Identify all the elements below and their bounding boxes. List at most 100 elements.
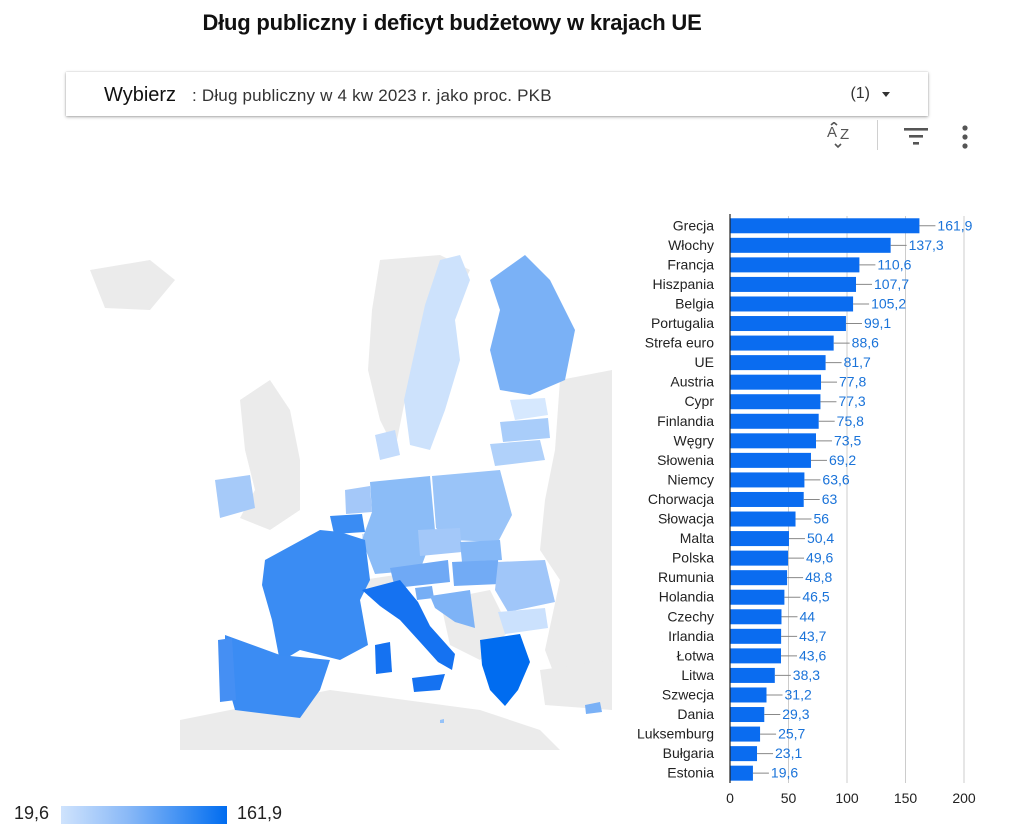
metric-selector[interactable]: Wybierz : Dług publiczny w 4 kw 2023 r. … <box>66 72 928 116</box>
data-label: 137,3 <box>909 237 944 253</box>
legend-min: 19,6 <box>14 803 50 823</box>
map-region-croatia <box>430 590 475 628</box>
x-tick-label: 0 <box>726 790 734 806</box>
category-label: Francja <box>667 256 714 272</box>
bar <box>730 511 796 527</box>
data-label: 46,5 <box>802 589 829 605</box>
bar <box>730 491 804 507</box>
map-region-denmark <box>375 430 400 460</box>
data-label: 107,7 <box>874 276 909 292</box>
bar <box>730 707 765 723</box>
bar <box>730 550 789 566</box>
bar <box>730 276 857 292</box>
sort-az-icon[interactable]: A Z <box>826 122 856 152</box>
bar <box>730 452 811 468</box>
map-region-portugal <box>218 638 236 702</box>
data-label: 77,8 <box>839 374 866 390</box>
map-region-finland <box>490 255 575 395</box>
bar <box>730 648 782 664</box>
category-label: Belgia <box>675 295 714 311</box>
category-label: Malta <box>680 530 714 546</box>
selector-label: Wybierz <box>104 84 177 106</box>
map-land-uk <box>240 380 300 530</box>
x-tick-label: 200 <box>952 790 976 806</box>
category-label: Rumunia <box>658 569 714 585</box>
map-region-austria <box>390 560 450 588</box>
data-label: 110,6 <box>877 256 911 272</box>
category-label: Holandia <box>659 589 714 605</box>
toolbar-divider <box>877 120 878 150</box>
bar <box>730 726 761 742</box>
map-region-germany <box>362 476 435 574</box>
svg-text:Z: Z <box>840 126 849 143</box>
map-region-slovakia <box>460 540 502 562</box>
category-label: Austria <box>670 374 714 390</box>
map-region-romania <box>495 560 555 612</box>
map-region-hungary <box>452 560 500 586</box>
category-label: Estonia <box>667 765 714 781</box>
data-label: 69,2 <box>829 452 856 468</box>
data-label: 50,4 <box>807 530 834 546</box>
data-label: 99,1 <box>864 315 891 331</box>
map-land-turkey <box>540 660 612 710</box>
bar <box>730 589 785 605</box>
data-label: 48,8 <box>805 569 832 585</box>
data-label: 63 <box>822 491 838 507</box>
map-region-latvia <box>500 418 550 442</box>
data-label: 63,6 <box>822 471 849 487</box>
map-region-greece <box>480 634 530 706</box>
category-label: Hiszpania <box>653 276 715 292</box>
more-vert-icon[interactable] <box>958 124 972 150</box>
category-label: Chorwacja <box>648 491 714 507</box>
map-region-ireland <box>215 475 255 518</box>
data-label: 43,7 <box>799 628 826 644</box>
category-label: Dania <box>677 706 714 722</box>
category-label: Czechy <box>667 608 714 624</box>
bar <box>730 296 854 312</box>
filter-icon[interactable] <box>902 124 930 148</box>
data-label: 23,1 <box>775 745 802 761</box>
category-label: Słowenia <box>657 452 714 468</box>
bar <box>730 394 821 410</box>
bar <box>730 667 775 683</box>
data-label: 25,7 <box>778 726 805 742</box>
data-label: 77,3 <box>838 393 865 409</box>
bar <box>730 355 826 371</box>
bar <box>730 433 816 449</box>
category-label: Włochy <box>668 237 714 253</box>
map-region-lithuania <box>490 440 545 466</box>
eu-map <box>90 255 612 750</box>
data-label: 29,3 <box>782 706 809 722</box>
map-region-sweden <box>404 255 470 450</box>
category-label: Polska <box>672 550 714 566</box>
data-label: 56 <box>814 511 830 527</box>
svg-text:A: A <box>827 124 837 141</box>
map-region-malta <box>440 719 444 723</box>
category-label: Portugalia <box>651 315 714 331</box>
map-region-france <box>262 530 370 662</box>
category-label: Bułgaria <box>663 745 715 761</box>
data-label: 38,3 <box>793 667 820 683</box>
category-label: UE <box>695 354 714 370</box>
data-label: 31,2 <box>785 686 812 702</box>
map-region-bulgaria <box>498 608 548 634</box>
data-label: 105,2 <box>871 295 906 311</box>
x-tick-label: 150 <box>894 790 918 806</box>
map-region-czechia <box>418 528 462 556</box>
bar <box>730 374 822 390</box>
bar <box>730 628 782 644</box>
map-region-netherlands <box>345 486 372 514</box>
category-label: Irlandia <box>668 628 714 644</box>
data-label: 161,9 <box>937 217 972 233</box>
data-label: 49,6 <box>806 550 833 566</box>
bar <box>730 531 789 547</box>
category-label: Grecja <box>673 217 714 233</box>
data-label: 81,7 <box>844 354 871 370</box>
category-label: Luksemburg <box>637 726 714 742</box>
category-label: Słowacja <box>658 511 714 527</box>
category-label: Strefa euro <box>645 335 714 351</box>
bar <box>730 765 753 781</box>
map-region-sicily <box>412 674 445 692</box>
chevron-down-icon[interactable] <box>882 92 890 97</box>
selector-value: : Dług publiczny w 4 kw 2023 r. jako pro… <box>192 86 552 105</box>
